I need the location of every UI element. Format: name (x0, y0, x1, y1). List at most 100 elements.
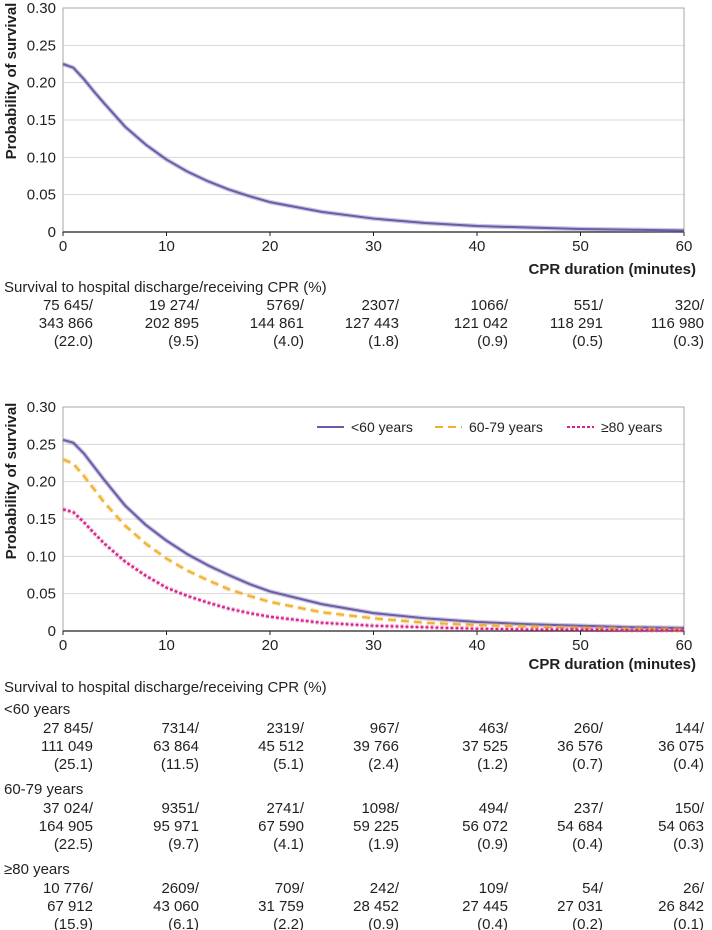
table-cell: 45 512 (258, 738, 304, 755)
table-cell: 2319/ (266, 720, 304, 737)
table-cell: (22.5) (54, 836, 93, 853)
table-cell: 54/ (582, 880, 604, 897)
table-cell: (1.9) (368, 836, 399, 853)
table-cell: (1.8) (368, 333, 399, 350)
series-ci-band (62, 61, 685, 233)
table-cell: (22.0) (54, 333, 93, 350)
table-cell: 343 866 (39, 315, 93, 332)
table-cell: 43 060 (153, 898, 199, 915)
table-cell: (2.2) (273, 916, 304, 930)
x-tick-label: 10 (158, 238, 175, 255)
y-tick-label: 0.25 (27, 436, 56, 453)
table-cell: 54 063 (658, 818, 704, 835)
table-cell: 5769/ (266, 297, 304, 314)
table-title: Survival to hospital discharge/receiving… (4, 279, 327, 296)
table-cell: 9351/ (161, 800, 199, 817)
x-tick-label: 20 (262, 637, 279, 654)
table-cell: 551/ (574, 297, 604, 314)
chart-panel-1: 0 0.05 0.10 0.15 0.20 0.25 0.30 0 10 20 30 40 50 60 Pr… (3, 0, 696, 278)
x-tick-label: 30 (365, 637, 382, 654)
plot-frame (62, 406, 685, 631)
table-group-label: 60-79 years (4, 781, 83, 798)
table-cell: (0.7) (572, 756, 603, 773)
table-cell: 111 049 (41, 738, 93, 755)
x-tick-label: 60 (676, 637, 693, 654)
series-ci-band (62, 457, 685, 632)
table-cell: 109/ (479, 880, 509, 897)
risk-table: Survival to hospital discharge/receiving… (4, 679, 705, 930)
table-cell: 59 225 (353, 818, 399, 835)
table-cell: 36 075 (658, 738, 704, 755)
x-tick-label: 50 (572, 637, 589, 654)
table-cell: 150/ (675, 800, 705, 817)
table-cell: 164 905 (39, 818, 93, 835)
table-cell: 1066/ (470, 297, 508, 314)
y-tick-label: 0.30 (27, 0, 56, 17)
table-cell: (15.9) (54, 916, 93, 930)
legend-label: 60-79 years (469, 419, 543, 435)
table-cell: 121 042 (454, 315, 508, 332)
table-cell: 116 980 (651, 315, 704, 332)
table-cell: 1098/ (361, 800, 399, 817)
y-tick-label: 0 (48, 623, 56, 640)
table-cell: 2741/ (266, 800, 304, 817)
table-cell: 494/ (479, 800, 509, 817)
series-line-2 (62, 458, 685, 631)
table-cell: (9.7) (168, 836, 199, 853)
table-cell: (0.9) (368, 916, 399, 930)
x-tick-label: 50 (572, 238, 589, 255)
series-line-1 (62, 63, 685, 232)
table-cell: (0.2) (572, 916, 603, 930)
y-tick-label: 0.15 (27, 511, 56, 528)
table-cell: 56 072 (462, 818, 508, 835)
y-axis-title: Probability of survival (3, 3, 20, 160)
table-cell: 202 895 (145, 315, 199, 332)
table-cell: (0.1) (673, 916, 704, 930)
table-cell: 27 031 (557, 898, 603, 915)
x-tick-label: 0 (59, 637, 67, 654)
table-cell: 463/ (479, 720, 509, 737)
table-cell: (0.3) (673, 333, 704, 350)
x-tick-label: 60 (676, 238, 693, 255)
table-cell: 37 024/ (43, 800, 94, 817)
table-cell: (4.0) (273, 333, 304, 350)
x-axis-title: CPR duration (minutes) (529, 261, 697, 278)
table-cell: 27 445 (462, 898, 508, 915)
table-cell: 144 861 (250, 315, 304, 332)
y-tick-label: 0.10 (27, 149, 56, 166)
table-cell: 54 684 (557, 818, 603, 835)
y-tick-label: 0.05 (27, 586, 56, 603)
table-cell: (0.9) (477, 836, 508, 853)
table-group-label: ≥80 years (4, 861, 70, 878)
table-cell: 26 842 (658, 898, 704, 915)
table-cell: 75 645/ (43, 297, 94, 314)
legend-label: <60 years (351, 419, 413, 435)
table-cell: (25.1) (54, 756, 93, 773)
table-cell: 27 845/ (43, 720, 94, 737)
table-cell: 260/ (574, 720, 604, 737)
table-cell: 37 525 (462, 738, 508, 755)
table-cell: (9.5) (168, 333, 199, 350)
table-cell: (5.1) (273, 756, 304, 773)
table-cell: 320/ (675, 297, 705, 314)
y-tick-label: 0.05 (27, 187, 56, 204)
legend: <60 years 60-79 years ≥80 years (317, 419, 662, 435)
y-tick-label: 0.25 (27, 37, 56, 54)
table-cell: 10 776/ (43, 880, 94, 897)
table-cell: 2609/ (161, 880, 199, 897)
table-cell: 95 971 (153, 818, 199, 835)
x-tick-label: 20 (262, 238, 279, 255)
table-cell: 26/ (683, 880, 705, 897)
table-cell: (0.4) (477, 916, 508, 930)
table-cell: 967/ (370, 720, 400, 737)
table-cell: 36 576 (557, 738, 603, 755)
table-cell: 118 291 (550, 315, 603, 332)
table-cell: 7314/ (161, 720, 199, 737)
series-line-1 (62, 438, 685, 630)
y-tick-label: 0.30 (27, 399, 56, 416)
table-cell: 242/ (370, 880, 400, 897)
table-cell: 127 443 (345, 315, 399, 332)
x-tick-label: 0 (59, 238, 67, 255)
table-cell: 39 766 (353, 738, 399, 755)
